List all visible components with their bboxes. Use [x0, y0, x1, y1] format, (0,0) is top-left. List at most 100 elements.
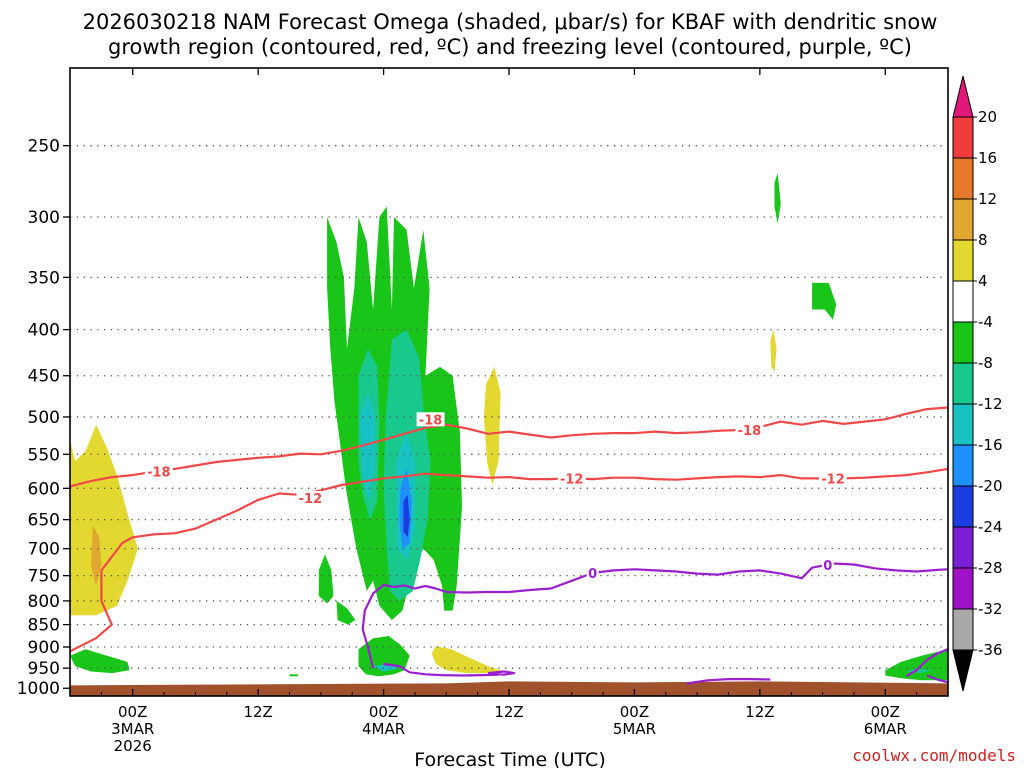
contour-label: -18 — [738, 424, 762, 439]
y-tick-label: 1000 — [17, 679, 60, 699]
x-tick-label: 6MAR — [864, 720, 907, 738]
colorbar-top-arrow — [952, 75, 974, 118]
colorbar-label: -8 — [978, 354, 993, 372]
x-tick-label: 00Z — [369, 703, 398, 721]
colorbar-label: -12 — [978, 395, 1003, 413]
y-tick-label: 500 — [28, 408, 60, 428]
contour-label-bg — [819, 471, 848, 486]
colorbar-bin — [952, 526, 974, 569]
colorbar-label: -16 — [978, 436, 1003, 454]
contour-label-bg — [557, 471, 586, 486]
contour-label: -12 — [299, 492, 323, 507]
y-tick-label: 250 — [28, 137, 60, 157]
x-axis-label: Forecast Time (UTC) — [414, 749, 605, 768]
colorbar-label: 20 — [978, 108, 997, 126]
colorbar-bottom-arrow — [952, 649, 974, 692]
omega-region-8 — [774, 172, 781, 224]
colorbar-bin — [952, 362, 974, 405]
contour-line-7 — [926, 674, 948, 684]
colorbar-bin — [952, 198, 974, 241]
colorbar-label: -32 — [978, 600, 1003, 618]
omega-region-10 — [289, 674, 298, 677]
y-axis: 2503003504004505005506006507007508008509… — [17, 137, 70, 699]
omega-region-2 — [70, 649, 130, 674]
omega-region-1 — [90, 525, 102, 586]
colorbar-label: -28 — [978, 559, 1003, 577]
omega-region-4 — [318, 554, 334, 604]
colorbar-bin — [952, 321, 974, 364]
contour-line-5 — [686, 678, 771, 685]
y-tick-label: 300 — [28, 208, 60, 228]
y-tick-label: 950 — [28, 659, 60, 679]
omega-region-16 — [403, 494, 410, 538]
x-tick-label: 00Z — [871, 703, 900, 721]
x-tick-label: 5MAR — [613, 720, 656, 738]
omega-shading — [70, 172, 948, 681]
colorbar: 20 16 12 8 4 -4 -8 -12 -16 -20 -24 -28 -32 -36 — [952, 75, 1003, 692]
colorbar-bin — [952, 239, 974, 282]
omega-region-9 — [812, 282, 837, 320]
contour-label: -12 — [560, 472, 584, 487]
y-tick-label: 400 — [28, 321, 60, 341]
colorbar-label: 4 — [978, 272, 988, 290]
colorbar-label: 8 — [978, 231, 988, 249]
contour-line-0 — [70, 406, 948, 488]
colorbar-label: -20 — [978, 477, 1003, 495]
colorbar-bin — [952, 444, 974, 487]
y-tick-label: 900 — [28, 638, 60, 658]
contour-line-1 — [70, 467, 948, 653]
omega-region-20 — [483, 366, 501, 485]
contour-line-6 — [905, 648, 948, 678]
y-tick-label: 750 — [28, 567, 60, 587]
omega-region-5 — [336, 600, 356, 625]
contour-label-bg — [821, 558, 834, 573]
contour-label-bg — [735, 423, 764, 438]
colorbar-label: -36 — [978, 641, 1003, 659]
omega-region-0 — [70, 424, 138, 616]
contour-lines: -18 -18 -18 -12 -12 -12 0 0 — [70, 406, 948, 685]
y-tick-label: 600 — [28, 479, 60, 499]
x-tick-label: 00Z — [620, 703, 649, 721]
contour-label-bg — [586, 566, 599, 581]
colorbar-label: -24 — [978, 518, 1003, 536]
credit-text: coolwx.com/models — [852, 746, 1016, 765]
omega-region-13 — [359, 392, 376, 502]
x-tick-label: 00Z — [118, 703, 147, 721]
x-tick-label: 2026 — [114, 737, 152, 755]
colorbar-label: -4 — [978, 313, 993, 331]
x-tick-label: 4MAR — [362, 720, 405, 738]
chart-title-line1: 2026030218 NAM Forecast Omega (shaded, μ… — [83, 10, 938, 34]
colorbar-label: 16 — [978, 149, 997, 167]
x-tick-label: 12Z — [494, 703, 523, 721]
pressure-gridlines — [70, 145, 948, 669]
y-tick-label: 850 — [28, 616, 60, 636]
y-tick-label: 800 — [28, 592, 60, 612]
contour-label: 0 — [823, 559, 832, 574]
colorbar-bin — [952, 280, 974, 323]
contour-label-bg — [144, 464, 173, 479]
omega-region-19 — [431, 646, 504, 674]
omega-region-21 — [770, 329, 777, 372]
plot-frame — [69, 67, 949, 697]
x-tick-label: 3MAR — [111, 720, 154, 738]
colorbar-bin — [952, 567, 974, 610]
contour-label: 0 — [588, 567, 597, 582]
y-tick-label: 450 — [28, 367, 60, 387]
y-tick-label: 650 — [28, 511, 60, 531]
colorbar-bin — [952, 403, 974, 446]
y-tick-label: 700 — [28, 540, 60, 560]
contour-line-4 — [487, 670, 516, 676]
colorbar-bin — [952, 116, 974, 159]
colorbar-bin — [952, 485, 974, 528]
contour-line-3 — [383, 662, 499, 677]
contour-label: -12 — [821, 472, 845, 487]
contour-label-bg — [296, 490, 325, 505]
y-tick-label: 350 — [28, 268, 60, 288]
y-tick-label: 550 — [28, 445, 60, 465]
x-tick-label: 12Z — [745, 703, 774, 721]
colorbar-bin — [952, 157, 974, 200]
contour-label-bg — [416, 412, 445, 427]
x-tick-label: 12Z — [243, 703, 272, 721]
